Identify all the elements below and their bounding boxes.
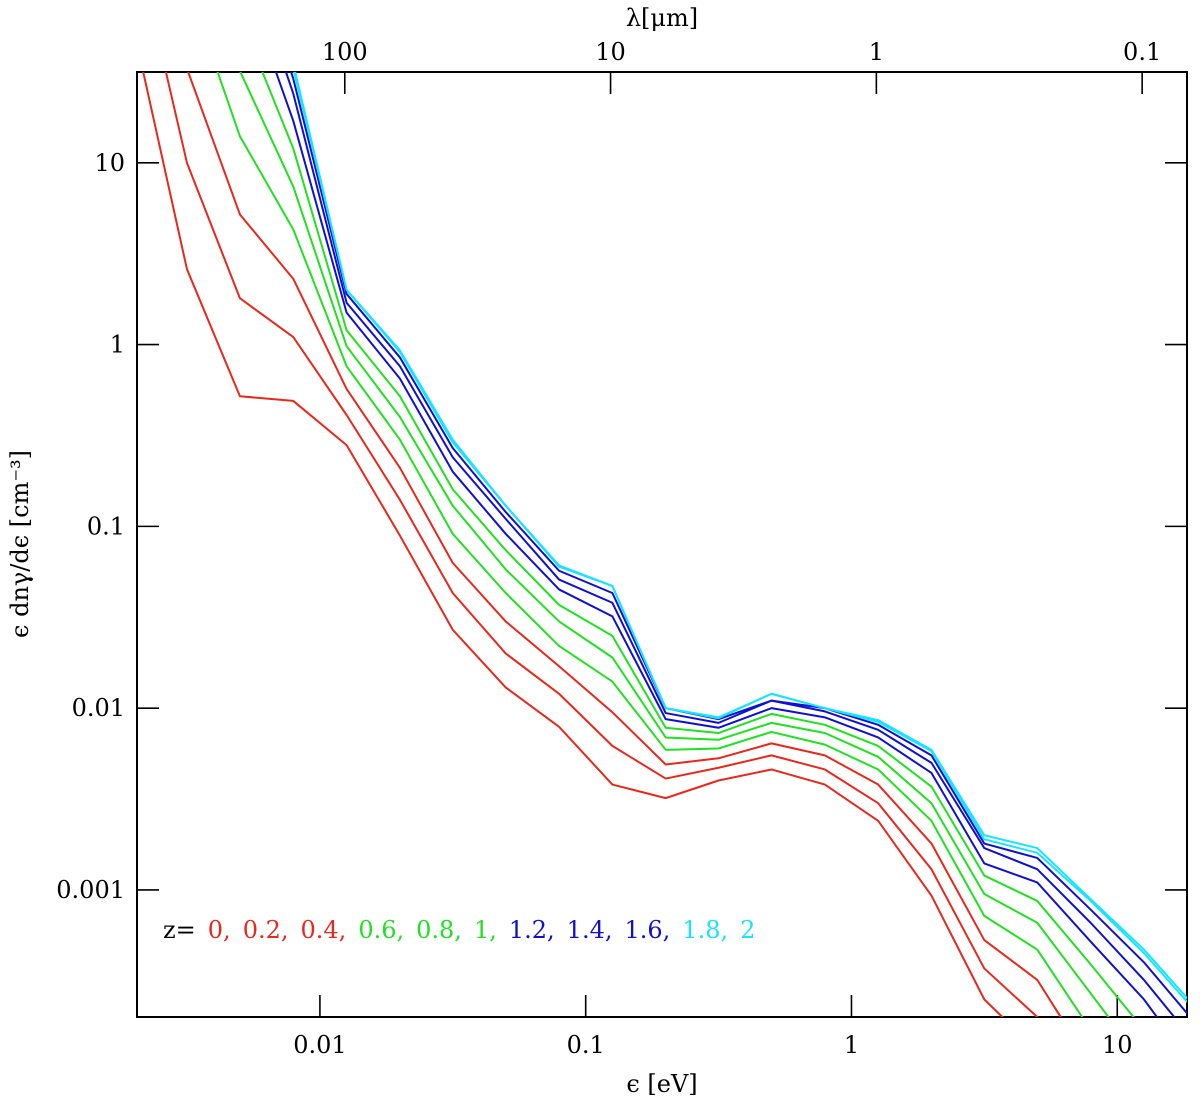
x-tick-label: 0.1 — [567, 1031, 605, 1059]
legend-separator: , — [720, 916, 728, 944]
legend-separator: , — [223, 916, 231, 944]
legend-entry: 0 — [208, 916, 223, 944]
x2-tick-label: 10 — [595, 38, 626, 66]
legend-separator: , — [489, 916, 497, 944]
legend-separator: , — [454, 916, 462, 944]
series-line — [274, 72, 1159, 1017]
y-axis-label: ϵ dnγ/dϵ [cm⁻³] — [6, 450, 34, 638]
x2-tick-label: 100 — [322, 38, 368, 66]
series-line — [216, 72, 1084, 1017]
legend-entry: 1.8 — [682, 916, 720, 944]
legend-separator: , — [339, 916, 347, 944]
series-line — [187, 72, 1062, 1017]
series-line — [284, 72, 1176, 1017]
series-line — [164, 72, 1039, 1017]
legend-separator: , — [605, 916, 613, 944]
legend-entry: 1 — [474, 916, 489, 944]
legend-entry: 0.4 — [301, 916, 339, 944]
series-line — [294, 72, 1187, 1000]
legend-entry: 2 — [740, 916, 755, 944]
x-tick-label: 1 — [844, 1031, 859, 1059]
legend-entry: 0.6 — [358, 916, 396, 944]
legend-separator: , — [281, 916, 289, 944]
x-tick-label: 10 — [1102, 1031, 1133, 1059]
x2-tick-label: 0.1 — [1123, 38, 1161, 66]
legend: z= 0, 0.2, 0.4, 0.6, 0.8, 1, 1.2, 1.4, 1.6, 1.8, 2 — [163, 916, 755, 944]
y-tick-label: 0.001 — [56, 876, 125, 904]
legend-entry: 0.8 — [416, 916, 454, 944]
legend-entry: 1.2 — [509, 916, 547, 944]
y-tick-label: 1 — [110, 331, 125, 359]
x2-tick-label: 1 — [869, 38, 884, 66]
x-axis-label: ϵ [eV] — [626, 1070, 697, 1098]
plot-frame — [136, 71, 1188, 1018]
legend-label: z= — [163, 916, 196, 944]
legend-entry: 0.2 — [243, 916, 281, 944]
series-line — [142, 72, 1004, 1017]
x2-axis-label: λ[μm] — [626, 4, 698, 32]
legend-separator: , — [663, 916, 671, 944]
series-line — [290, 72, 1187, 1015]
series-line — [239, 72, 1110, 1017]
y-tick-label: 0.01 — [72, 694, 125, 722]
legend-separator: , — [396, 916, 404, 944]
x-tick-label: 0.01 — [293, 1031, 346, 1059]
legend-entry: 1.6 — [624, 916, 662, 944]
legend-entry: 1.4 — [567, 916, 605, 944]
series-line — [261, 72, 1135, 1017]
y-tick-label: 10 — [94, 149, 125, 177]
legend-separator: , — [547, 916, 555, 944]
y-tick-label: 0.1 — [87, 512, 125, 540]
series-group — [142, 72, 1187, 1017]
